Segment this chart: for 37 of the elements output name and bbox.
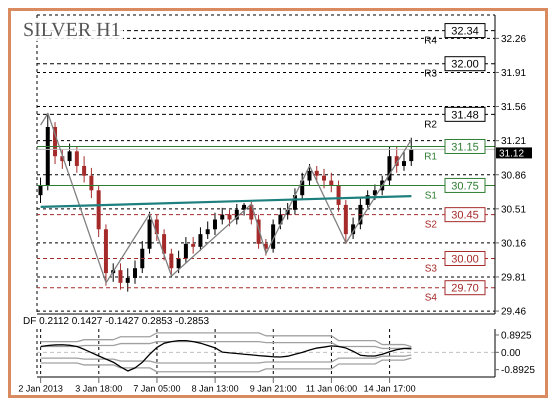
x-tick-label: 9 Jan 21:00 [250, 383, 297, 394]
y-tick-label: 31.56 [501, 102, 526, 114]
ref-line-label: 31.12 [499, 148, 524, 160]
ref-line-label: S2 [424, 220, 438, 231]
annotation: 30.45 [451, 210, 479, 222]
ref-line-label: S4 [424, 292, 438, 304]
x-tick-label: 3 Jan 18:00 [75, 383, 122, 394]
y-tick-label: 31.91 [501, 68, 526, 80]
y-tick-label: -0.8925 [501, 365, 536, 376]
annotation: 31.15 [451, 141, 479, 154]
annotation: 29.70 [451, 282, 479, 295]
ref-line-label: R4 [424, 36, 438, 47]
y-tick-label: 31.21 [501, 136, 526, 148]
chart-title: SILVER H1 [21, 19, 123, 41]
x-tick-label: 8 Jan 13:00 [192, 383, 239, 394]
y-tick-label: 30.86 [501, 170, 526, 182]
ref-line-label: R2 [424, 119, 438, 130]
x-tick-label: 14 Jan 17:00 [364, 383, 416, 394]
annotation: 32.00 [451, 58, 479, 71]
chart-title: DF 0.2112 0.1427 -0.1427 0.2853 -0.2853 [21, 316, 212, 327]
x-tick-label: 2 Jan 2013 [18, 383, 63, 394]
x-tick-label: 11 Jan 06:00 [306, 383, 358, 394]
y-tick-label: 0.8925 [501, 330, 532, 342]
ref-line-label: S3 [424, 263, 438, 274]
y-tick-label: 32.26 [501, 34, 526, 45]
annotation: 30.75 [451, 180, 479, 192]
y-tick-label: 29.46 [501, 306, 526, 318]
y-tick-label: 30.16 [501, 238, 526, 250]
y-tick-label: 29.81 [501, 272, 526, 284]
annotation: 32.34 [451, 26, 479, 38]
annotation: 30.00 [451, 253, 479, 266]
y-tick-label: 30.51 [501, 204, 526, 216]
x-tick-label: 7 Jan 05:00 [133, 383, 180, 394]
y-tick-label: 0.00 [501, 348, 521, 359]
annotation: 31.48 [451, 109, 479, 122]
ref-line-label: S1 [424, 190, 438, 202]
ref-line-label: R1 [424, 151, 438, 162]
